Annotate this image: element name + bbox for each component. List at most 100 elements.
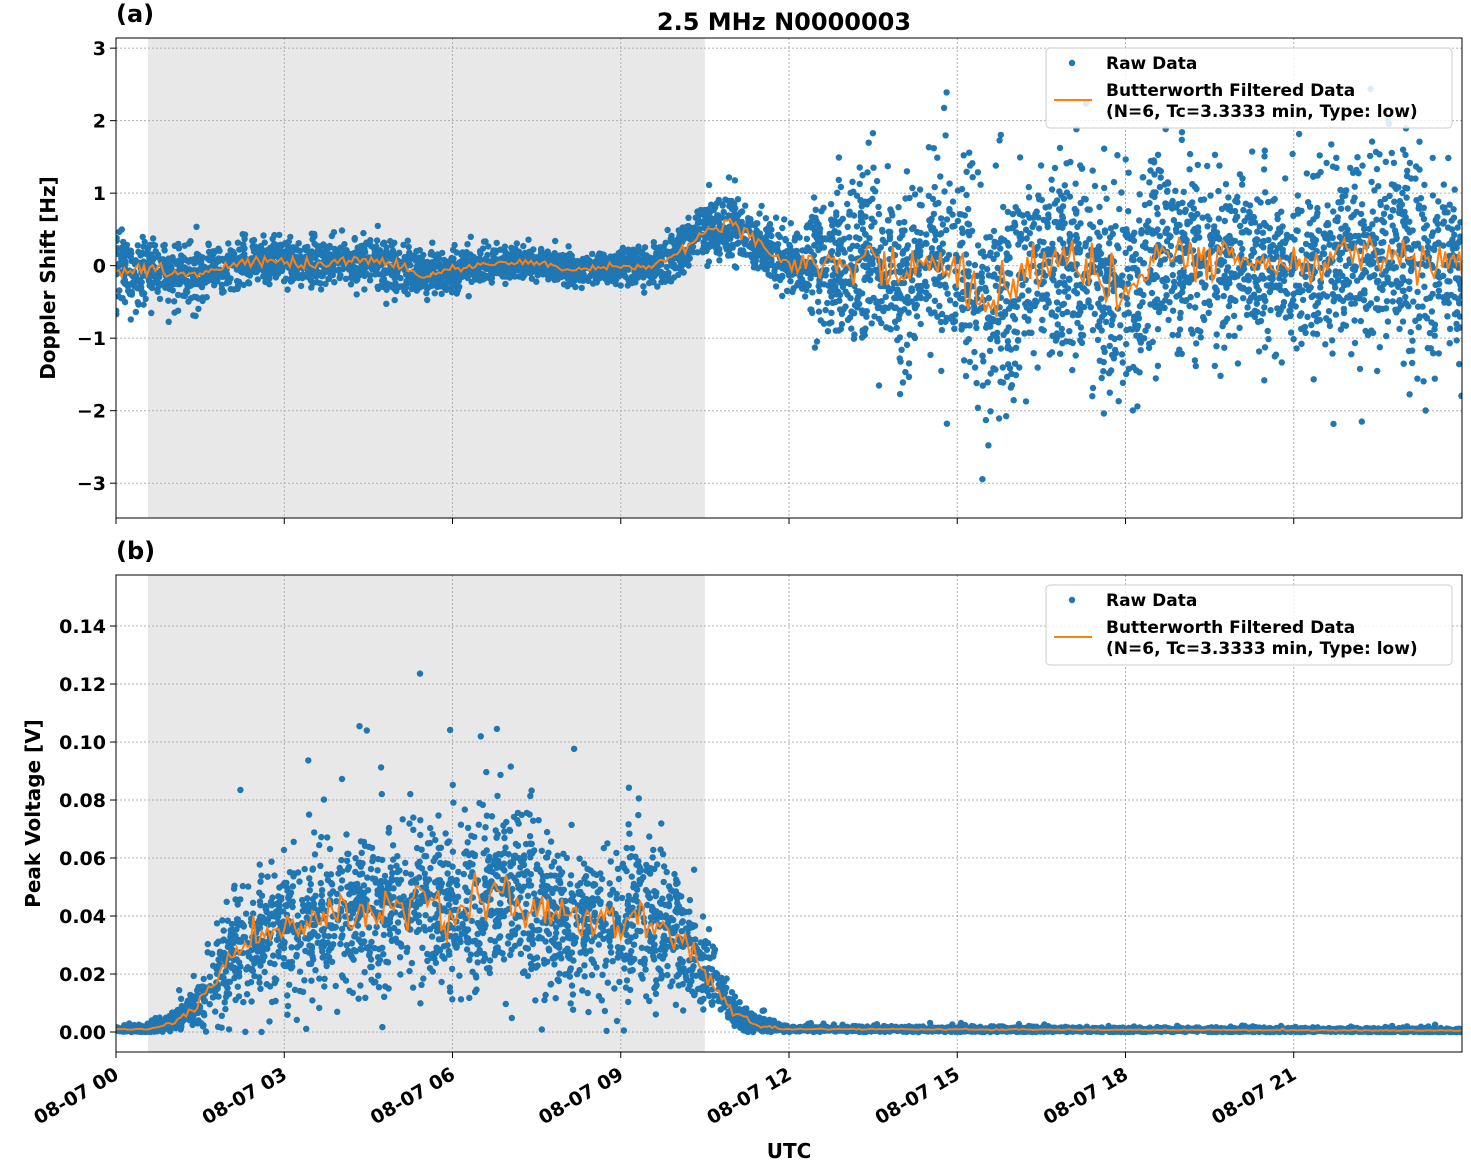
raw-point	[1009, 210, 1017, 218]
raw-point	[118, 226, 126, 233]
raw-point	[1125, 169, 1132, 176]
raw-point	[1422, 407, 1429, 414]
raw-point	[1200, 196, 1208, 203]
raw-point	[1240, 295, 1247, 302]
raw-point	[1165, 316, 1172, 324]
raw-point	[716, 257, 723, 264]
raw-point	[1290, 335, 1297, 343]
raw-point	[1194, 161, 1202, 169]
raw-point	[911, 237, 918, 244]
raw-point	[1004, 338, 1012, 345]
raw-point	[1262, 189, 1269, 196]
raw-point	[1314, 204, 1321, 212]
raw-point	[1076, 301, 1084, 308]
raw-point	[1125, 310, 1133, 317]
raw-point	[638, 248, 646, 255]
raw-point	[786, 241, 793, 249]
raw-point	[135, 248, 142, 256]
raw-point	[835, 327, 842, 334]
raw-point	[1140, 291, 1147, 299]
raw-point	[1376, 344, 1384, 351]
raw-point	[507, 265, 514, 272]
raw-point	[1261, 377, 1268, 384]
raw-point	[1019, 212, 1026, 219]
raw-point	[1419, 272, 1426, 279]
raw-point	[225, 240, 232, 247]
raw-point	[1154, 362, 1162, 369]
raw-point	[1449, 245, 1457, 253]
raw-point	[816, 287, 823, 295]
raw-point	[1132, 324, 1140, 331]
raw-point	[829, 279, 836, 286]
raw-point	[229, 248, 237, 255]
raw-point	[758, 202, 765, 210]
raw-point	[957, 240, 965, 247]
raw-point	[1085, 297, 1092, 304]
raw-point	[982, 416, 990, 424]
raw-point	[1077, 337, 1084, 344]
raw-point	[1100, 358, 1107, 366]
raw-point	[1073, 207, 1080, 215]
raw-point	[979, 382, 986, 389]
raw-point	[1079, 284, 1087, 292]
raw-point	[1012, 371, 1020, 379]
raw-point	[127, 281, 134, 288]
raw-point	[171, 298, 178, 305]
raw-point	[899, 379, 907, 386]
raw-point	[1446, 340, 1453, 347]
raw-point	[851, 302, 859, 309]
raw-point	[1215, 215, 1223, 222]
raw-point	[1314, 209, 1321, 217]
raw-point	[776, 276, 784, 284]
raw-point	[497, 246, 504, 253]
raw-point	[1358, 273, 1365, 281]
raw-point	[1435, 198, 1442, 205]
raw-point	[990, 255, 997, 263]
raw-point	[134, 299, 141, 306]
raw-point	[127, 247, 134, 254]
raw-point	[772, 214, 780, 221]
raw-point	[276, 231, 283, 239]
raw-point	[1307, 242, 1314, 250]
raw-point	[1259, 310, 1267, 317]
raw-point	[1216, 235, 1223, 243]
raw-point	[1310, 173, 1317, 180]
raw-point	[559, 254, 566, 261]
raw-point	[910, 224, 917, 231]
raw-point	[896, 390, 904, 398]
raw-point	[728, 242, 736, 249]
raw-point	[990, 331, 997, 338]
raw-point	[1003, 413, 1010, 420]
raw-point	[1039, 292, 1046, 299]
raw-point	[1389, 206, 1396, 214]
raw-point	[1249, 148, 1256, 155]
raw-point	[833, 212, 840, 219]
raw-point	[962, 322, 969, 329]
raw-point	[1001, 237, 1008, 244]
raw-point	[498, 262, 505, 269]
raw-point	[1347, 164, 1354, 172]
raw-point	[844, 316, 852, 323]
raw-point	[1314, 310, 1322, 317]
raw-point	[987, 233, 994, 241]
raw-point	[583, 274, 590, 282]
raw-point	[1213, 343, 1220, 350]
raw-point	[282, 240, 289, 247]
raw-point	[862, 274, 869, 281]
raw-point	[1034, 290, 1041, 297]
raw-point	[905, 360, 913, 367]
raw-point	[782, 237, 790, 244]
raw-point	[1036, 238, 1044, 245]
raw-point	[974, 169, 982, 176]
raw-point	[824, 299, 831, 307]
raw-point	[911, 334, 919, 342]
raw-point	[1376, 284, 1384, 291]
raw-point	[1310, 330, 1317, 337]
raw-point	[1124, 300, 1131, 308]
raw-point	[603, 255, 610, 262]
raw-point	[1116, 205, 1123, 213]
raw-point	[1010, 397, 1017, 404]
raw-point	[1329, 337, 1336, 344]
raw-point	[1130, 317, 1138, 324]
raw-point	[699, 246, 706, 254]
